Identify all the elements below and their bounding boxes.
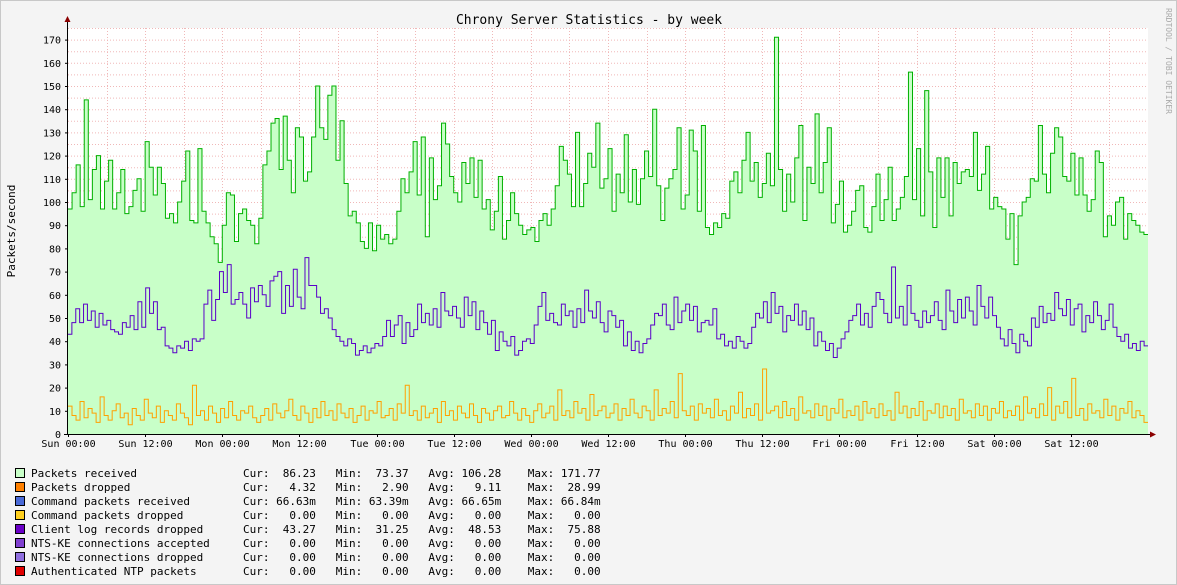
y-tick-label: 60: [49, 291, 61, 302]
packets-received-line: [68, 36, 1148, 266]
y-tick-label: 130: [43, 128, 61, 139]
chart: Chrony Server Statistics - by week Packe…: [5, 8, 1173, 450]
x-tick-label: Wed 00:00: [504, 439, 558, 450]
legend-row: Packets received Cur: 86.23 Min: 73.37 Av…: [15, 467, 601, 481]
legend-name: NTS-KE connections accepted: [31, 537, 210, 550]
y-axis-arrow: [64, 16, 71, 22]
x-tick-label: Fri 12:00: [890, 439, 944, 450]
y-axis-label: Packets/second: [5, 185, 18, 278]
x-tick-label: Thu 12:00: [735, 439, 789, 450]
x-tick-label: Sun 12:00: [118, 439, 172, 450]
legend-row: Command packets dropped Cur: 0.00 Min: 0.…: [15, 509, 601, 523]
x-tick-label: Thu 00:00: [658, 439, 712, 450]
y-tick-label: 120: [43, 152, 61, 163]
y-tick-label: 50: [49, 314, 61, 325]
legend-name: Command packets received: [31, 495, 190, 508]
legend-row: Client log records dropped Cur: 43.27 Min…: [15, 523, 601, 537]
legend-row: Packets dropped Cur: 4.32 Min: 2.90 Avg: …: [15, 481, 601, 495]
x-axis-arrow: [1150, 431, 1156, 438]
y-tick-label: 90: [49, 221, 61, 232]
legend-row: Command packets received Cur: 66.63m Min:…: [15, 495, 601, 509]
legend-stats: Cur: 0.00 Min: 0.00 Avg: 0.00 Max: 0.00: [243, 509, 601, 522]
x-tick-label: Wed 12:00: [581, 439, 635, 450]
packets-dropped-line: [68, 368, 1148, 426]
y-tick-label: 70: [49, 268, 61, 279]
legend-stats: Cur: 0.00 Min: 0.00 Avg: 0.00 Max: 0.00: [243, 565, 601, 578]
legend-stats: Cur: 43.27 Min: 31.25 Avg: 48.53 Max: 75…: [243, 523, 601, 536]
x-tick-label: Sat 12:00: [1044, 439, 1098, 450]
legend-row: NTS-KE connections dropped Cur: 0.00 Min:…: [15, 551, 601, 565]
legend-row: Authenticated NTP packets Cur: 0.00 Min: …: [15, 565, 601, 579]
legend-swatch: [15, 510, 25, 520]
y-tick-label: 0: [55, 430, 61, 441]
y-tick-label: 160: [43, 59, 61, 70]
rrdtool-watermark: RRDTOOL / TOBI OETIKER: [1164, 8, 1173, 114]
legend-name: Packets received: [31, 467, 137, 480]
legend-swatch: [15, 482, 25, 492]
x-tick-label: Mon 00:00: [195, 439, 249, 450]
legend-stats: Cur: 0.00 Min: 0.00 Avg: 0.00 Max: 0.00: [243, 537, 601, 550]
y-tick-label: 20: [49, 384, 61, 395]
x-tick-label: Tue 00:00: [350, 439, 404, 450]
legend-swatch: [15, 468, 25, 478]
legend-swatch: [15, 538, 25, 548]
y-tick-label: 170: [43, 36, 61, 47]
chart-title: Chrony Server Statistics - by week: [456, 13, 722, 28]
y-tick-label: 100: [43, 198, 61, 209]
y-tick-label: 10: [49, 407, 61, 418]
x-tick-label: Sat 00:00: [967, 439, 1021, 450]
y-tick-label: 80: [49, 244, 61, 255]
x-tick-label: Sun 00:00: [41, 439, 95, 450]
packets-received-area: [68, 37, 1148, 434]
legend-name: Client log records dropped: [31, 523, 204, 536]
legend-swatch: [15, 552, 25, 562]
legend-swatch: [15, 496, 25, 506]
legend-row: NTS-KE connections accepted Cur: 0.00 Min…: [15, 537, 601, 551]
y-tick-label: 30: [49, 360, 61, 371]
y-tick-label: 140: [43, 105, 61, 116]
y-tick-label: 150: [43, 82, 61, 93]
legend-name: Packets dropped: [31, 481, 131, 494]
client-log-records-dropped-line: [68, 257, 1148, 358]
legend-name: NTS-KE connections dropped: [31, 551, 204, 564]
legend-stats: Cur: 86.23 Min: 73.37 Avg: 106.28 Max: 1…: [243, 467, 601, 480]
x-tick-label: Mon 12:00: [272, 439, 326, 450]
y-tick-label: 110: [43, 175, 61, 186]
legend-name: Authenticated NTP packets: [31, 565, 197, 578]
legend-name: Command packets dropped: [31, 509, 184, 522]
x-tick-label: Fri 00:00: [812, 439, 866, 450]
x-tick-label: Tue 12:00: [427, 439, 481, 450]
legend-swatch: [15, 524, 25, 534]
legend: Packets received Cur: 86.23 Min: 73.37 Av…: [15, 467, 601, 579]
y-tick-label: 40: [49, 337, 61, 348]
legend-swatch: [15, 566, 25, 576]
legend-stats: Cur: 4.32 Min: 2.90 Avg: 9.11 Max: 28.99: [243, 481, 601, 494]
legend-stats: Cur: 66.63m Min: 63.39m Avg: 66.65m Max:…: [243, 495, 601, 508]
legend-stats: Cur: 0.00 Min: 0.00 Avg: 0.00 Max: 0.00: [243, 551, 601, 564]
